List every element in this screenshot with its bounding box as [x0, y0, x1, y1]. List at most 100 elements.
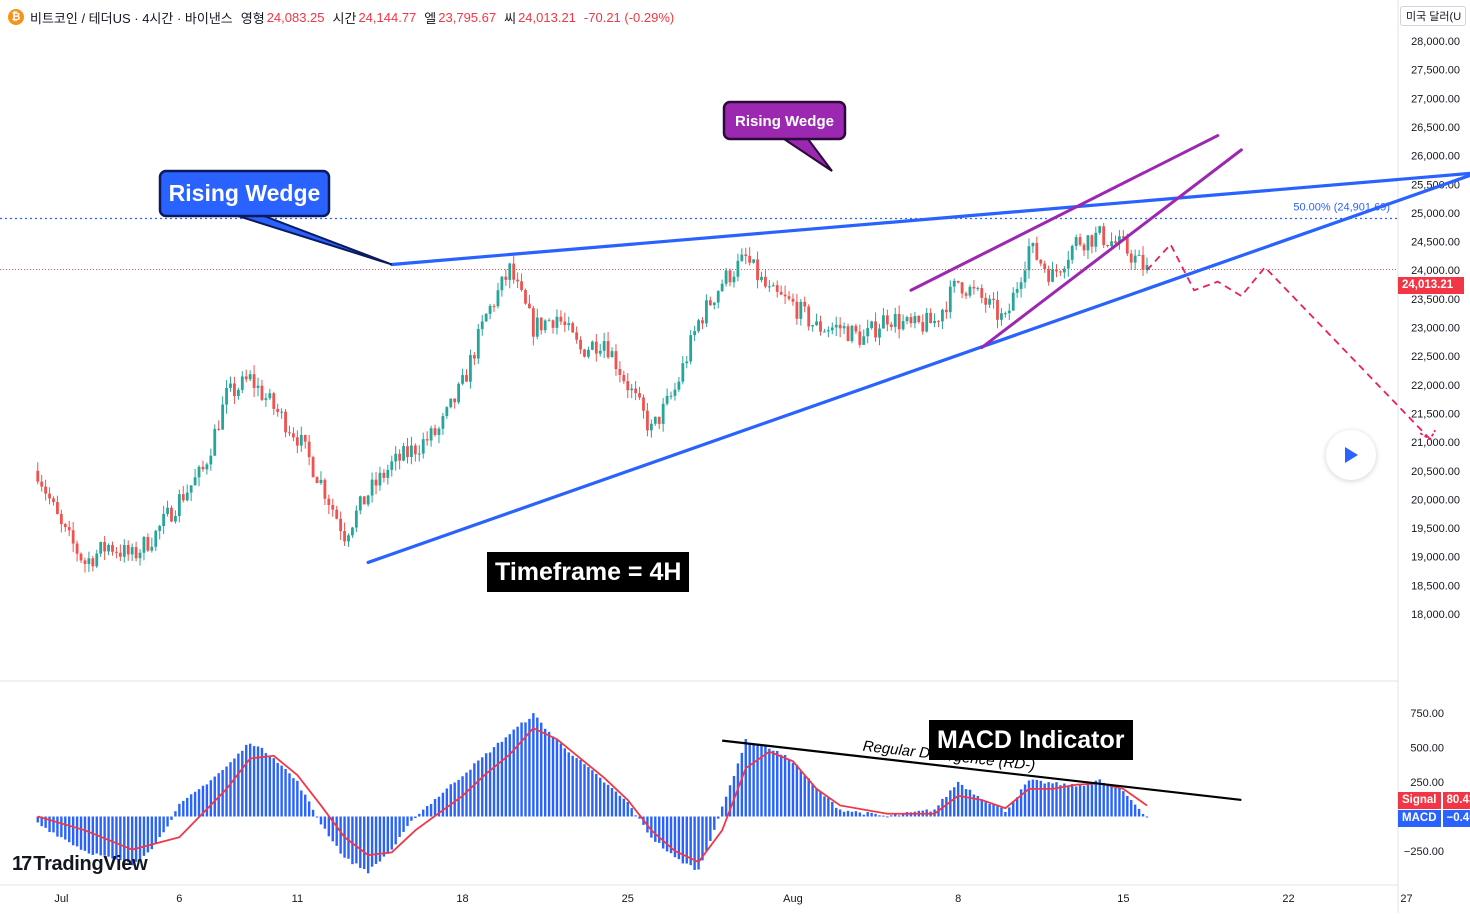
- macd-bar: [827, 798, 829, 817]
- macd-bar: [446, 789, 448, 817]
- macd-bar: [878, 815, 880, 816]
- symbol-title[interactable]: 비트코인 / 테더US · 4시간 · 바이낸스: [30, 8, 233, 27]
- candle-body: [552, 320, 555, 328]
- macd-bar: [347, 817, 349, 859]
- macd-bar: [859, 813, 861, 817]
- candle-body: [744, 255, 747, 256]
- tradingview-logo[interactable]: 17 TradingView: [12, 853, 147, 876]
- macd-bar: [280, 766, 282, 817]
- macd-bar: [835, 808, 837, 817]
- macd-bar: [371, 817, 373, 867]
- candle-body: [48, 494, 51, 499]
- candle-body: [398, 454, 401, 461]
- candle-body: [445, 407, 448, 416]
- candle-body: [257, 386, 260, 388]
- macd-bar: [312, 810, 314, 817]
- candle-body: [890, 324, 893, 326]
- candle-body: [465, 375, 468, 382]
- macd-bar: [843, 812, 845, 817]
- candle-body: [1008, 311, 1011, 314]
- macd-bar: [501, 742, 503, 817]
- candle-body: [504, 277, 507, 280]
- candle-body: [119, 553, 122, 557]
- macd-bar: [807, 778, 809, 816]
- macd-bar: [1063, 784, 1065, 817]
- rising-wedge-label-small: Rising Wedge: [735, 113, 834, 130]
- macd-bar: [520, 722, 522, 816]
- candle-body: [847, 326, 850, 341]
- candle-body: [630, 389, 633, 391]
- candle-body: [249, 374, 252, 379]
- candle-body: [264, 398, 267, 400]
- candle-body: [158, 526, 161, 531]
- candle-body: [870, 321, 873, 328]
- candle-body: [705, 300, 708, 323]
- candle-body: [268, 393, 271, 398]
- macd-bar: [682, 817, 684, 864]
- macd-bar: [355, 817, 357, 864]
- macd-bar: [406, 817, 408, 826]
- candle-body: [784, 295, 787, 297]
- high-label: 시간: [333, 8, 357, 27]
- macd-bar: [709, 817, 711, 841]
- candle-body: [64, 524, 67, 527]
- candle-body: [272, 393, 275, 409]
- candle-body: [154, 531, 157, 547]
- macd-bar: [76, 817, 78, 847]
- replay-button[interactable]: [1326, 430, 1376, 480]
- macd-bar: [823, 796, 825, 816]
- macd-bar: [469, 770, 471, 817]
- macd-bar: [745, 739, 747, 816]
- macd-bar: [886, 816, 888, 817]
- candle-body: [748, 256, 751, 263]
- candle-body: [854, 326, 857, 332]
- candle-body: [1138, 255, 1141, 256]
- candle-body: [1024, 270, 1027, 282]
- price-tick-label: 19,000.00: [1411, 552, 1460, 564]
- macd-bar: [571, 756, 573, 817]
- candle-body: [1106, 245, 1109, 246]
- currency-selector[interactable]: 미국 달러(U: [1400, 6, 1466, 26]
- macd-bar: [591, 770, 593, 816]
- macd-bar: [265, 753, 267, 816]
- candle-body: [772, 285, 775, 286]
- candle-body: [1059, 271, 1062, 272]
- candle-body: [544, 320, 547, 330]
- macd-bar: [981, 800, 983, 817]
- macd-bar: [284, 769, 286, 817]
- macd-bar: [1004, 812, 1006, 817]
- macd-bar: [300, 790, 302, 816]
- macd-bar: [748, 743, 750, 816]
- price-tick-label: 23,000.00: [1411, 323, 1460, 335]
- macd-bar: [870, 813, 872, 817]
- macd-bar: [465, 773, 467, 817]
- macd-bar: [847, 811, 849, 817]
- candle-body: [780, 292, 783, 295]
- macd-bar: [965, 789, 967, 816]
- candle-body: [426, 439, 429, 440]
- macd-bar: [953, 787, 955, 816]
- candle-body: [827, 330, 830, 331]
- candle-body: [489, 306, 492, 314]
- macd-bar: [623, 799, 625, 817]
- macd-bar: [387, 817, 389, 854]
- candle-body: [209, 456, 212, 465]
- candle-body: [308, 442, 311, 457]
- macd-tick-label: −250.00: [1404, 846, 1444, 858]
- macd-bar: [575, 758, 577, 816]
- candle-body: [292, 433, 295, 437]
- macd-bar: [1102, 783, 1104, 817]
- tradingview-mark-icon: 17: [12, 853, 30, 876]
- macd-bar: [328, 817, 330, 837]
- candle-body: [815, 321, 818, 325]
- macd-bar: [198, 789, 200, 816]
- candle-body: [925, 313, 928, 332]
- candle-body: [331, 505, 334, 510]
- candle-body: [430, 428, 433, 440]
- macd-bar: [800, 771, 802, 817]
- macd-bar: [143, 817, 145, 856]
- candle-body: [792, 299, 795, 302]
- price-tick-label: 27,000.00: [1411, 93, 1460, 105]
